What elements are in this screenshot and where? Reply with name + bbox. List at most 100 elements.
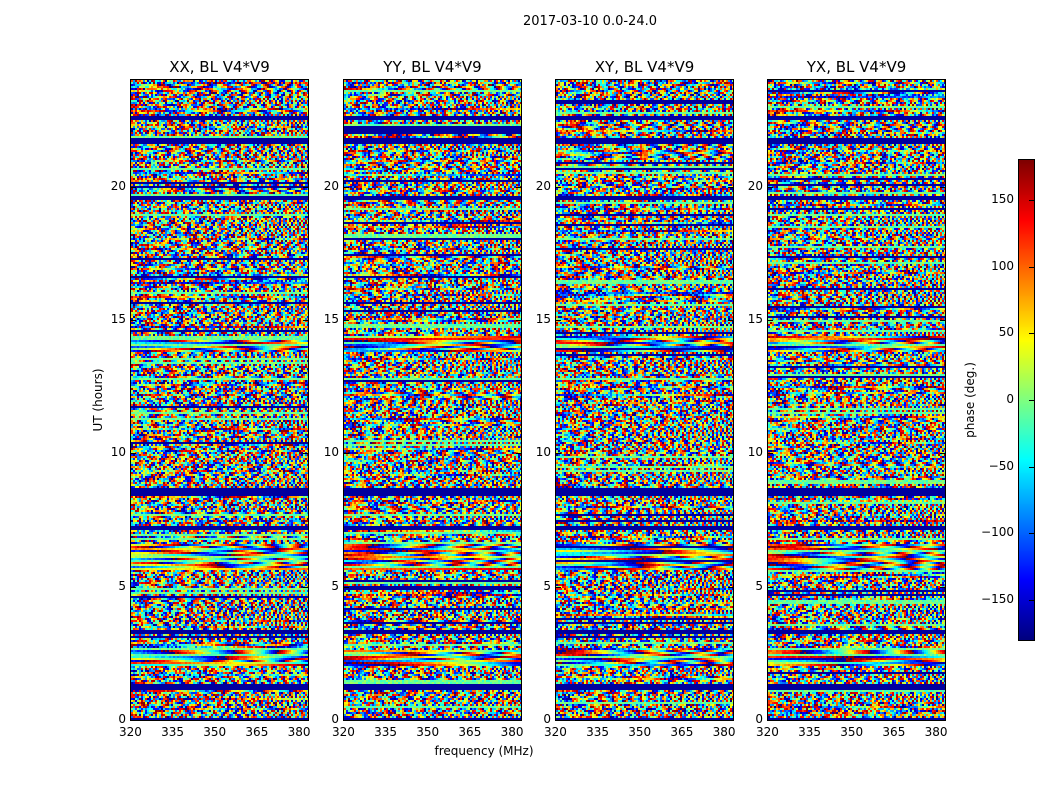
y-tick-mark bbox=[940, 453, 945, 455]
colorbar-tick-mark bbox=[1029, 533, 1034, 535]
x-tick-label: 365 bbox=[458, 725, 482, 739]
colorbar-gradient bbox=[1019, 160, 1034, 640]
y-tick-label: 5 bbox=[543, 578, 551, 593]
x-tick-label: 350 bbox=[840, 725, 864, 739]
y-tick-mark bbox=[768, 320, 773, 321]
x-tick-label: 380 bbox=[924, 725, 948, 739]
y-tick-mark bbox=[768, 453, 773, 455]
y-tick-mark bbox=[516, 320, 521, 321]
heatmap-panel-xx bbox=[130, 79, 309, 721]
figure-title: 2017-03-10 0.0-24.0 bbox=[523, 14, 657, 29]
colorbar-tick-mark bbox=[1029, 400, 1034, 401]
y-tick-mark bbox=[303, 720, 308, 721]
x-tick-label: 320 bbox=[119, 725, 142, 739]
y-tick-mark bbox=[556, 186, 561, 188]
y-tick-mark bbox=[556, 320, 561, 321]
y-tick-label: 15 bbox=[323, 312, 339, 326]
colorbar-tick-label: 100 bbox=[991, 258, 1014, 273]
y-tick-mark bbox=[728, 586, 733, 588]
panel-title-yx: YX, BL V4*V9 bbox=[806, 58, 907, 76]
x-tick-label: 365 bbox=[245, 725, 269, 739]
y-tick-mark bbox=[516, 586, 521, 588]
colorbar-tick-mark bbox=[1029, 333, 1034, 335]
y-tick-mark bbox=[303, 320, 308, 321]
x-tick-label: 380 bbox=[712, 725, 736, 739]
colorbar-tick-mark bbox=[1029, 466, 1034, 468]
colorbar-tick-label: 150 bbox=[991, 192, 1014, 206]
y-tick-mark bbox=[940, 586, 945, 588]
y-tick-mark bbox=[131, 453, 136, 455]
x-tick-label: 320 bbox=[332, 725, 355, 739]
x-tick-label: 350 bbox=[416, 725, 440, 739]
x-tick-label: 380 bbox=[287, 725, 311, 739]
heatmap-xy bbox=[556, 80, 733, 720]
y-tick-label: 0 bbox=[118, 712, 126, 726]
colorbar-tick-label: 0 bbox=[1006, 392, 1014, 406]
y-tick-label: 15 bbox=[110, 312, 126, 326]
y-tick-mark bbox=[131, 186, 136, 188]
y-tick-mark bbox=[303, 453, 308, 455]
y-tick-mark bbox=[728, 720, 733, 721]
y-tick-mark bbox=[131, 586, 136, 588]
y-tick-mark bbox=[131, 720, 136, 721]
heatmap-panel-yx bbox=[767, 79, 946, 721]
y-tick-mark bbox=[768, 586, 773, 588]
heatmap-panel-xy bbox=[555, 79, 734, 721]
y-tick-label: 15 bbox=[747, 312, 763, 326]
heatmap-xx bbox=[131, 80, 308, 720]
y-tick-mark bbox=[940, 720, 945, 721]
y-tick-mark bbox=[516, 720, 521, 721]
y-tick-mark bbox=[940, 186, 945, 188]
y-tick-label: 10 bbox=[323, 445, 339, 460]
x-tick-label: 335 bbox=[161, 725, 185, 739]
y-tick-mark bbox=[344, 720, 349, 721]
y-tick-label: 10 bbox=[535, 445, 551, 460]
y-tick-label: 20 bbox=[535, 178, 551, 193]
y-tick-label: 0 bbox=[331, 712, 339, 726]
y-tick-mark bbox=[556, 586, 561, 588]
y-tick-label: 5 bbox=[755, 578, 763, 593]
y-tick-label: 20 bbox=[110, 178, 126, 193]
y-tick-mark bbox=[768, 720, 773, 721]
y-tick-mark bbox=[344, 186, 349, 188]
colorbar-tick-label: −150 bbox=[981, 592, 1014, 606]
x-tick-label: 380 bbox=[500, 725, 524, 739]
y-tick-label: 20 bbox=[323, 178, 339, 193]
colorbar-tick-label: −50 bbox=[988, 458, 1014, 473]
panel-title-xy: XY, BL V4*V9 bbox=[594, 58, 695, 76]
y-tick-mark bbox=[728, 186, 733, 188]
x-axis-label: frequency (MHz) bbox=[434, 744, 534, 758]
colorbar-label: phase (deg.) bbox=[963, 362, 977, 438]
x-tick-label: 350 bbox=[203, 725, 227, 739]
y-tick-mark bbox=[344, 453, 349, 455]
x-tick-label: 335 bbox=[374, 725, 398, 739]
y-tick-mark bbox=[556, 453, 561, 455]
y-tick-label: 15 bbox=[535, 312, 551, 326]
colorbar bbox=[1018, 159, 1035, 641]
colorbar-tick-label: −100 bbox=[981, 525, 1014, 540]
colorbar-tick-label: 50 bbox=[998, 325, 1014, 340]
y-tick-mark bbox=[516, 453, 521, 455]
x-tick-label: 335 bbox=[798, 725, 822, 739]
heatmap-panel-yy bbox=[343, 79, 522, 721]
y-tick-mark bbox=[728, 453, 733, 455]
colorbar-tick-mark bbox=[1029, 200, 1034, 201]
heatmap-yx bbox=[768, 80, 945, 720]
x-tick-label: 320 bbox=[544, 725, 567, 739]
y-tick-mark bbox=[728, 320, 733, 321]
y-tick-mark bbox=[940, 320, 945, 321]
y-tick-mark bbox=[303, 186, 308, 188]
y-tick-mark bbox=[344, 586, 349, 588]
colorbar-tick-mark bbox=[1029, 600, 1034, 601]
panel-title-yy: YY, BL V4*V9 bbox=[383, 58, 482, 76]
x-tick-label: 365 bbox=[882, 725, 906, 739]
y-tick-label: 10 bbox=[747, 445, 763, 460]
panel-title-xx: XX, BL V4*V9 bbox=[169, 58, 270, 76]
y-tick-label: 20 bbox=[747, 178, 763, 193]
y-tick-label: 5 bbox=[331, 578, 339, 593]
y-tick-label: 0 bbox=[543, 712, 551, 726]
x-tick-label: 335 bbox=[586, 725, 610, 739]
x-tick-label: 365 bbox=[670, 725, 694, 739]
y-tick-mark bbox=[344, 320, 349, 321]
